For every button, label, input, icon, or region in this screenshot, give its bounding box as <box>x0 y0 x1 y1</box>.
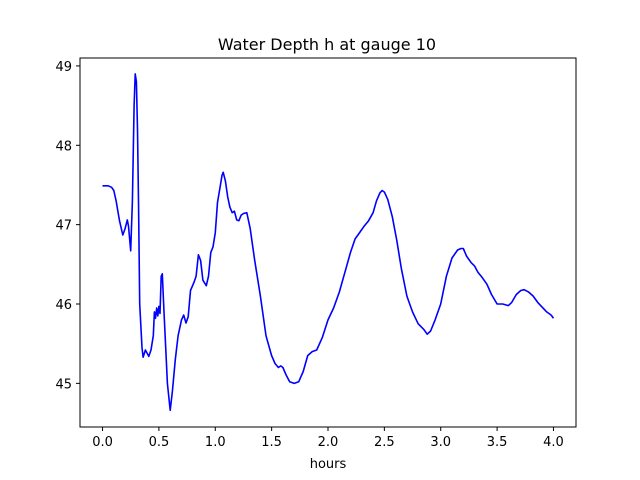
plot-area <box>102 73 555 412</box>
x-tick-label: 4.0 <box>543 435 564 450</box>
y-tick-label: 46 <box>55 298 72 313</box>
x-tick-label: 3.5 <box>487 435 508 450</box>
x-tick-label: 3.0 <box>430 435 451 450</box>
y-tick-label: 49 <box>55 60 72 75</box>
x-axis-ticks: 0.0 0.5 1.0 1.5 2.0 2.5 3.0 3.5 4.0 <box>92 427 564 450</box>
y-axis-ticks: 45 46 47 48 49 <box>55 60 80 392</box>
x-tick-label: 0.0 <box>92 435 113 450</box>
chart-title: Water Depth h at gauge 10 <box>218 35 436 54</box>
x-tick-label: 2.5 <box>374 435 395 450</box>
x-tick-label: 0.5 <box>149 435 170 450</box>
axes-frame <box>79 57 577 428</box>
y-tick-label: 45 <box>55 377 72 392</box>
y-tick-label: 48 <box>55 139 72 154</box>
x-tick-label: 2.0 <box>318 435 339 450</box>
x-tick-label: 1.5 <box>261 435 282 450</box>
x-tick-label: 1.0 <box>205 435 226 450</box>
series-line-0 <box>102 73 555 412</box>
y-tick-label: 47 <box>55 219 72 234</box>
x-axis-label: hours <box>310 457 347 472</box>
